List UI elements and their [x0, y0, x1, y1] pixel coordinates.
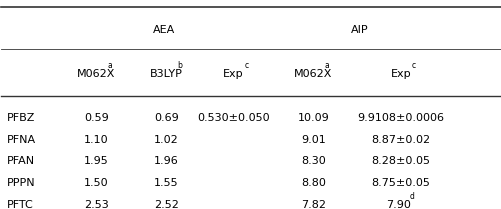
Text: 2.52: 2.52	[153, 200, 178, 209]
Text: a: a	[324, 61, 329, 70]
Text: 1.95: 1.95	[84, 157, 108, 167]
Text: AEA: AEA	[152, 25, 174, 36]
Text: 0.59: 0.59	[84, 113, 108, 123]
Text: Exp: Exp	[223, 69, 243, 79]
Text: c: c	[244, 61, 248, 70]
Text: 1.50: 1.50	[84, 178, 108, 188]
Text: M062X: M062X	[77, 69, 115, 79]
Text: PFBZ: PFBZ	[7, 113, 35, 123]
Text: PPPN: PPPN	[7, 178, 35, 188]
Text: a: a	[107, 61, 112, 70]
Text: b: b	[177, 61, 182, 70]
Text: 8.87±0.02: 8.87±0.02	[370, 135, 429, 145]
Text: 10.09: 10.09	[297, 113, 329, 123]
Text: 8.80: 8.80	[301, 178, 325, 188]
Text: B3LYP: B3LYP	[149, 69, 182, 79]
Text: 8.28±0.05: 8.28±0.05	[371, 157, 429, 167]
Text: 8.75±0.05: 8.75±0.05	[371, 178, 429, 188]
Text: Exp: Exp	[390, 69, 410, 79]
Text: 7.90: 7.90	[385, 200, 410, 209]
Text: 9.01: 9.01	[301, 135, 325, 145]
Text: PFTC: PFTC	[7, 200, 33, 209]
Text: 1.10: 1.10	[84, 135, 108, 145]
Text: M062X: M062X	[294, 69, 332, 79]
Text: 1.96: 1.96	[153, 157, 178, 167]
Text: 1.55: 1.55	[153, 178, 178, 188]
Text: 2.53: 2.53	[84, 200, 108, 209]
Text: c: c	[411, 61, 415, 70]
Text: PFNA: PFNA	[7, 135, 36, 145]
Text: d: d	[409, 191, 414, 200]
Text: AIP: AIP	[350, 25, 368, 36]
Text: 0.530±0.050: 0.530±0.050	[197, 113, 270, 123]
Text: 0.69: 0.69	[153, 113, 178, 123]
Text: 1.02: 1.02	[153, 135, 178, 145]
Text: 8.30: 8.30	[301, 157, 325, 167]
Text: 7.82: 7.82	[300, 200, 325, 209]
Text: 9.9108±0.0006: 9.9108±0.0006	[357, 113, 443, 123]
Text: PFAN: PFAN	[7, 157, 35, 167]
